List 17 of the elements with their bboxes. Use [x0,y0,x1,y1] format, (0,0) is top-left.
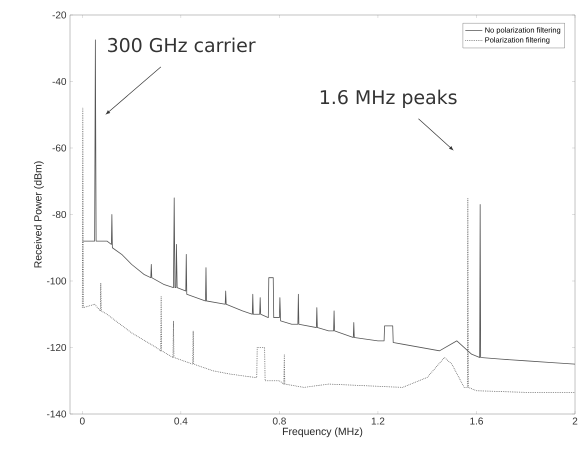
y-tick-label: -100 [46,277,66,285]
x-tick-label: 0 [80,418,85,425]
x-tick-label: 1.6 [470,418,483,425]
annotation: 300 GHz carrier [108,38,256,52]
x-tick-label: 1.2 [372,418,384,424]
y-tick-label: -140 [46,410,66,418]
x-tick-label: 2 [572,418,578,424]
y-tick-label: -120 [46,344,66,352]
x-tick-label: 0.8 [272,418,286,425]
x-axis-title: Frequency (MHz) [282,427,362,438]
annotation: 1.6 MHz peaks [320,90,457,108]
y-tick-label: -60 [52,144,66,152]
y-tick-label: -20 [52,11,66,19]
y-tick-label: -40 [52,78,66,86]
y-axis-title: Received Power (dBm) [34,161,44,268]
x-tick-label: 0.4 [174,418,188,425]
y-tick-label: -80 [52,210,66,218]
